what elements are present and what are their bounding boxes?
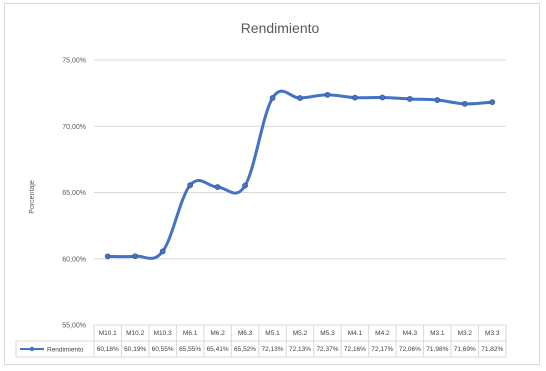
data-point bbox=[159, 248, 166, 255]
x-tick-label: M6.3 bbox=[238, 330, 253, 337]
data-point bbox=[104, 253, 111, 260]
series-line bbox=[106, 89, 494, 260]
data-table: M10.1 60,18% M10.2 60,19% M10.3 60,55% M6.1 65,… bbox=[15, 325, 507, 358]
x-tick-label: M10.2 bbox=[126, 330, 144, 337]
data-point bbox=[297, 95, 303, 101]
x-tick-label: M5.1 bbox=[265, 330, 280, 337]
x-tick-label: M6.1 bbox=[183, 330, 198, 337]
gridlines bbox=[94, 59, 506, 326]
data-label: 72,16% bbox=[344, 346, 366, 353]
x-tick-label: M3.2 bbox=[458, 330, 473, 337]
x-tick-label: M10.1 bbox=[99, 330, 117, 337]
data-point bbox=[187, 182, 194, 189]
y-tick-label: 60,00% bbox=[62, 256, 86, 263]
data-point bbox=[269, 95, 276, 101]
chart-frame bbox=[4, 3, 540, 365]
x-tick-label: M5.3 bbox=[320, 330, 335, 337]
y-tick-label: 65,00% bbox=[62, 190, 86, 197]
y-tick-labels: 55,00% 60,00% 65,00% 70,00% 75,00% bbox=[62, 58, 86, 330]
data-point bbox=[132, 253, 139, 260]
data-point bbox=[434, 97, 441, 103]
data-label: 65,55% bbox=[179, 346, 201, 353]
data-point bbox=[242, 182, 248, 189]
y-tick-label: 70,00% bbox=[62, 124, 86, 131]
data-point bbox=[379, 94, 386, 101]
x-tick-label: M5.2 bbox=[293, 330, 308, 337]
y-tick-label: 55,00% bbox=[62, 323, 86, 330]
data-label: 65,41% bbox=[207, 346, 229, 353]
data-point bbox=[324, 91, 331, 98]
x-tick-label: M4.1 bbox=[348, 330, 363, 337]
data-point bbox=[214, 184, 221, 190]
data-point bbox=[461, 100, 468, 107]
data-point bbox=[489, 99, 496, 106]
data-label: 71,69% bbox=[454, 346, 476, 353]
data-point bbox=[406, 96, 413, 102]
x-tick-label: M3.1 bbox=[430, 330, 445, 337]
x-tick-label: M4.3 bbox=[403, 330, 418, 337]
data-point bbox=[352, 94, 358, 101]
chart-title: Rendimiento bbox=[241, 20, 320, 36]
x-tick-label: M3.3 bbox=[485, 330, 500, 337]
data-label: 60,18% bbox=[97, 346, 119, 353]
data-label: 60,19% bbox=[124, 346, 146, 353]
data-label: 72,17% bbox=[371, 346, 393, 353]
x-tick-label: M10.3 bbox=[154, 330, 172, 337]
data-label: 65,52% bbox=[234, 346, 256, 353]
data-label: 71,82% bbox=[481, 346, 503, 353]
data-label: 71,98% bbox=[426, 346, 448, 353]
data-label: 60,55% bbox=[152, 346, 174, 353]
data-label: 72,13% bbox=[289, 346, 311, 353]
data-label: 72,37% bbox=[316, 346, 338, 353]
series-rendimiento bbox=[104, 89, 496, 260]
legend-marker bbox=[29, 346, 35, 352]
data-label: 72,06% bbox=[399, 346, 421, 353]
y-tick-label: 75,00% bbox=[62, 58, 86, 65]
legend-label: Rendimiento bbox=[47, 347, 84, 354]
x-tick-label: M4.2 bbox=[375, 330, 390, 337]
data-label: 72,13% bbox=[262, 346, 284, 353]
y-axis-label: Porcentaje bbox=[29, 180, 36, 214]
x-tick-label: M6.2 bbox=[210, 330, 225, 337]
